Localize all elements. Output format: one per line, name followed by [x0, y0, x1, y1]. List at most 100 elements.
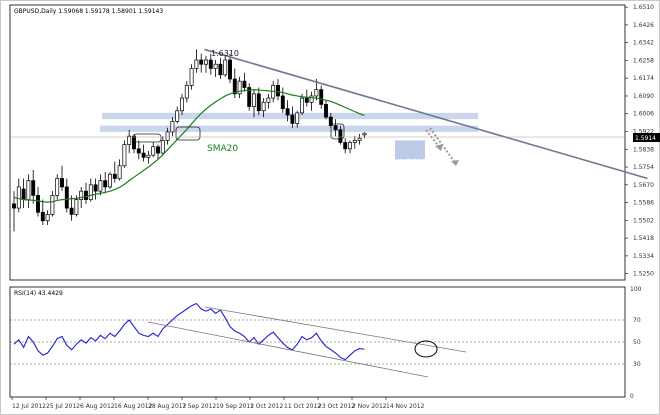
date-axis: 12 Jul 2012 25 Jul 2012 6 Aug 2012 16 Aug 2… [11, 397, 425, 410]
candle-body [93, 184, 98, 192]
rsi-lower-channel [147, 321, 429, 378]
price-tick-label: 1.6510 [633, 4, 654, 11]
forecast-arrow-down-1 [429, 127, 457, 165]
candle-body [36, 195, 40, 213]
price-tick-label: 1.6090 [633, 93, 654, 100]
candle-body [362, 132, 367, 136]
price-tick-label: 1.5670 [633, 182, 654, 189]
candle-body [352, 140, 357, 143]
price-tick-label: 1.5754 [633, 164, 654, 171]
candle-body [12, 203, 16, 209]
price-axis: 1.6510 1.6426 1.6342 1.6258 1.6174 1.6090 1.60… [625, 4, 654, 278]
candle-body [141, 152, 146, 158]
low-price-label: 1.5819 [399, 158, 427, 167]
highlight-box-2 [175, 126, 201, 141]
candle-body [117, 165, 122, 179]
price-tick-label: 1.6006 [633, 111, 654, 118]
candle-body [194, 59, 199, 69]
candle-body [338, 129, 343, 143]
candle-body [151, 146, 156, 156]
candle-body [314, 89, 319, 97]
candle-body [175, 110, 180, 122]
candle-body [276, 85, 280, 97]
price-tick-label: 1.5502 [633, 217, 654, 224]
current-price-value: 1.5914 [635, 135, 656, 142]
candle-body [252, 93, 256, 107]
candle-body [79, 190, 84, 200]
candle-body [199, 59, 204, 65]
candle-body [208, 59, 213, 69]
candle-body [285, 108, 290, 116]
candle-body [122, 144, 127, 167]
candle-body [280, 95, 285, 110]
rsi-level-label: 50 [633, 339, 641, 346]
arrowhead-2-icon [435, 144, 443, 151]
rsi-pane[interactable]: RSI(14) 43.4429 100 0 70 50 30 [9, 286, 642, 400]
price-tick-label: 1.5838 [633, 146, 654, 153]
support-band [100, 125, 478, 132]
candle-body [232, 78, 237, 95]
date-tick-label: 11 Oct 2012 [284, 403, 321, 410]
candle-body [256, 93, 261, 112]
resistance-band [102, 112, 478, 120]
candle-body [357, 137, 362, 141]
candle-body [237, 80, 242, 95]
candle-body [84, 190, 88, 200]
rsi-upper-channel [204, 306, 467, 353]
candle-body [218, 63, 223, 76]
date-tick-label: 19 Sep 2012 [216, 403, 254, 410]
candle-body [309, 95, 314, 103]
candle-body [160, 140, 165, 154]
candle-body [31, 180, 36, 196]
candle-body [295, 112, 300, 124]
date-tick-label: 12 Jul 2012 [12, 403, 46, 410]
candle-body [204, 59, 208, 65]
rsi-highlight-circle [414, 340, 438, 358]
price-tick-label: 1.5334 [633, 253, 654, 260]
price-tick-label: 1.5418 [633, 235, 654, 242]
candle-body [136, 148, 141, 154]
date-tick-label: 2 Nov 2012 [352, 403, 387, 410]
candle-body [40, 211, 45, 222]
candle-body [21, 188, 26, 200]
candle-body [45, 214, 50, 222]
date-tick-label: 14 Nov 2012 [386, 403, 425, 410]
candlesticks [12, 49, 367, 232]
candle-body [170, 120, 175, 133]
candle-body [223, 59, 228, 76]
date-tick-label: 25 Jul 2012 [46, 403, 80, 410]
arrowhead-1-icon [451, 160, 459, 166]
horizontal-bands [100, 112, 478, 160]
candle-body [213, 63, 218, 69]
main-price-pane[interactable]: GBPUSD,Daily 1.59068 1.59178 1.58901 1.5… [9, 4, 660, 281]
candle-body [247, 87, 252, 107]
symbol-header: GBPUSD,Daily 1.59068 1.59178 1.58901 1.5… [14, 8, 163, 15]
rsi-levels: 70 50 30 [10, 317, 641, 368]
highlight-box-3 [330, 123, 345, 140]
candle-body [64, 186, 69, 209]
candle-body [103, 180, 108, 188]
candle-body [60, 178, 64, 188]
rsi-level-label: 30 [633, 361, 641, 368]
rsi-level-label: 70 [633, 317, 641, 324]
candle-body [88, 184, 93, 200]
candle-body [156, 146, 160, 154]
candle-body [98, 180, 103, 192]
candle-body [55, 178, 60, 196]
candle-body [146, 154, 151, 158]
candle-body [74, 199, 79, 215]
high-price-label: 1.6310 [211, 49, 239, 58]
candle-body [16, 186, 21, 209]
candle-body [304, 97, 309, 103]
price-tick-label: 1.5250 [633, 271, 654, 278]
sma-label: SMA20 [207, 144, 238, 154]
candle-body [348, 142, 352, 150]
candle-body [112, 173, 117, 179]
low-zone-highlight [395, 140, 425, 160]
date-tick-label: 16 Aug 2012 [114, 403, 153, 410]
candle-body [343, 142, 348, 150]
candle-body [266, 97, 271, 103]
descending-trendline [204, 48, 648, 180]
candle-body [69, 207, 74, 215]
